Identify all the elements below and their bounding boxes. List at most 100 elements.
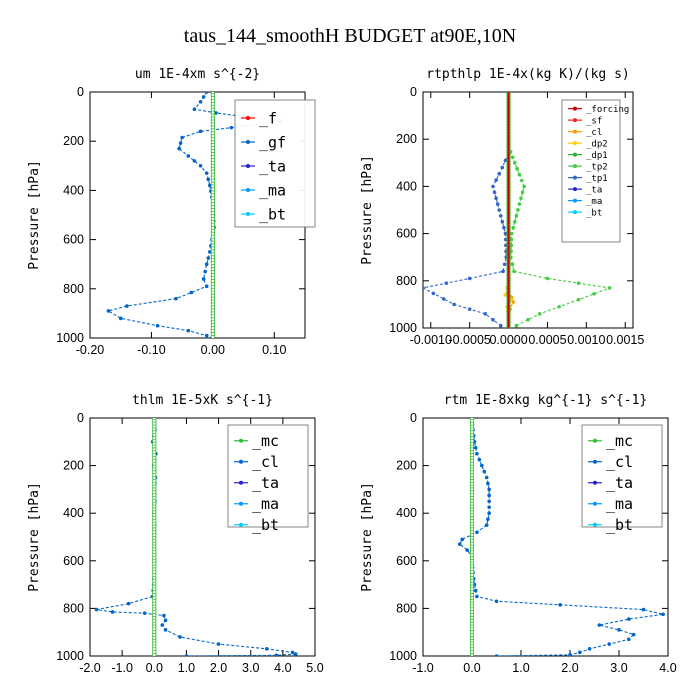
data-point: [519, 178, 524, 183]
legend-label-bt: _bt: [259, 205, 286, 223]
data-point: [229, 125, 234, 130]
x-tick-label: 0.00: [201, 343, 225, 357]
legend-label-ta: _ta: [252, 474, 279, 492]
y-axis-label: Pressure [hPa]: [27, 482, 42, 592]
data-point: [491, 184, 495, 189]
legend-marker: [239, 459, 243, 464]
data-point: [494, 599, 499, 604]
legend-label-ma: _ma: [252, 495, 279, 513]
data-point: [568, 653, 572, 656]
data-point: [160, 623, 165, 627]
data-point: [192, 159, 197, 163]
data-point: [487, 511, 491, 515]
data-point: [494, 654, 499, 656]
y-tick-label: 200: [396, 459, 417, 473]
data-point: [184, 654, 189, 656]
data-point: [500, 165, 505, 170]
plot-frame: [89, 417, 316, 657]
y-tick-label: 1000: [389, 321, 417, 335]
data-point: [486, 481, 490, 486]
data-point: [587, 647, 592, 651]
panel-1: um 1E-4xm s^{-2} Pressure [hPa] -0.20 -0.10…: [27, 67, 316, 357]
series-line-gf: [107, 92, 281, 338]
legend-marker: [573, 164, 577, 169]
data-point: [500, 220, 505, 224]
data-point: [206, 256, 211, 260]
data-point: [545, 276, 550, 281]
legend-label-ta: _ta: [259, 157, 286, 175]
x-tick-label: 0.0000: [489, 333, 527, 347]
data-point: [186, 154, 191, 158]
legend-marker: [593, 438, 597, 443]
legend-box: [234, 99, 316, 228]
legend-label-gf: _gf: [259, 133, 286, 151]
data-point: [503, 293, 508, 297]
legend-marker: [573, 198, 577, 203]
legend-marker: [593, 522, 597, 527]
legend-marker: [239, 522, 243, 527]
legend-marker: [593, 459, 597, 464]
legend-marker: [573, 141, 577, 146]
data-point: [467, 307, 472, 311]
y-tick-label: 600: [396, 227, 417, 241]
data-point: [495, 202, 500, 206]
data-point: [118, 316, 123, 321]
data-point: [514, 214, 519, 218]
data-point: [516, 208, 520, 212]
x-tick-label: -0.20: [76, 343, 105, 357]
legend-label-cl: _cl: [606, 453, 633, 471]
legend-label-cl: _cl: [252, 453, 279, 471]
data-point: [444, 281, 449, 285]
legend: _f _gf _ta _ma _bt: [234, 99, 316, 228]
legend-label-bt: _bt: [252, 516, 279, 534]
data-point: [576, 281, 581, 285]
legend-label-bt: _bt: [586, 208, 602, 218]
data-point: [557, 304, 561, 309]
figure-title: taus_144_smoothH BUDGET at90E,10N: [184, 25, 516, 47]
data-point: [483, 312, 488, 316]
legend-label-dp2: _dp2: [586, 139, 608, 149]
data-point: [503, 231, 508, 236]
data-point: [204, 171, 209, 175]
data-point: [186, 328, 191, 333]
data-point: [189, 290, 194, 295]
legend-label-tp2: _tp2: [586, 162, 608, 172]
y-tick-label: 0: [77, 411, 84, 425]
data-point: [473, 588, 478, 593]
legend-label-bt: _bt: [606, 516, 633, 534]
data-point: [192, 107, 197, 112]
data-point: [452, 302, 456, 307]
y-tick-label: 200: [63, 134, 84, 148]
data-point: [627, 617, 631, 621]
zero-profile-marker: [470, 653, 474, 656]
y-tick-label: 600: [396, 554, 417, 568]
x-tick-label: -0.0005: [448, 333, 490, 347]
x-tick-label: -2.0: [79, 661, 101, 675]
data-point: [198, 100, 203, 104]
data-point: [509, 237, 514, 242]
legend: _forcing_sf _cl_dp2 _dp1_tp2 _tp1_ta _ma_bt: [561, 99, 629, 243]
data-point: [198, 129, 203, 134]
data-point: [441, 297, 446, 301]
data-point: [512, 269, 516, 274]
data-point: [498, 214, 503, 218]
panel-2: rtpthlp 1E-4x(kg K)/(kg s) Pressure [hPa]…: [360, 67, 644, 347]
x-tick-label: 0.0010: [567, 333, 605, 347]
y-tick-label: 200: [396, 132, 417, 146]
y-tick-label: 400: [63, 506, 84, 520]
legend-marker: [573, 187, 577, 192]
data-point: [487, 499, 491, 504]
y-axis-label: Pressure [hPa]: [360, 482, 375, 592]
data-point: [578, 650, 582, 655]
data-point: [494, 196, 498, 200]
data-point: [631, 632, 636, 637]
x-tick-label: -1.0: [111, 661, 133, 675]
x-tick-label: 1.0: [512, 661, 529, 675]
data-point: [526, 317, 530, 322]
y-tick-label: 1000: [56, 649, 84, 663]
data-point: [163, 618, 168, 623]
data-point: [465, 548, 469, 552]
legend-label-dp1: _dp1: [586, 151, 608, 161]
data-point: [512, 220, 517, 224]
